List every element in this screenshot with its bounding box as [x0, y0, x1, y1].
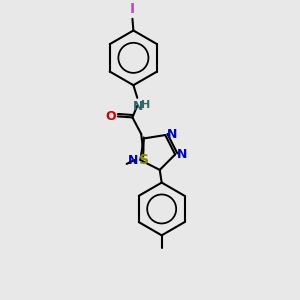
Text: S: S [139, 153, 149, 166]
Text: O: O [106, 110, 116, 123]
Text: I: I [130, 2, 135, 16]
Text: N: N [167, 128, 177, 141]
Text: N: N [133, 100, 143, 113]
Text: N: N [128, 154, 139, 166]
Text: N: N [177, 148, 187, 161]
Text: H: H [142, 100, 151, 110]
